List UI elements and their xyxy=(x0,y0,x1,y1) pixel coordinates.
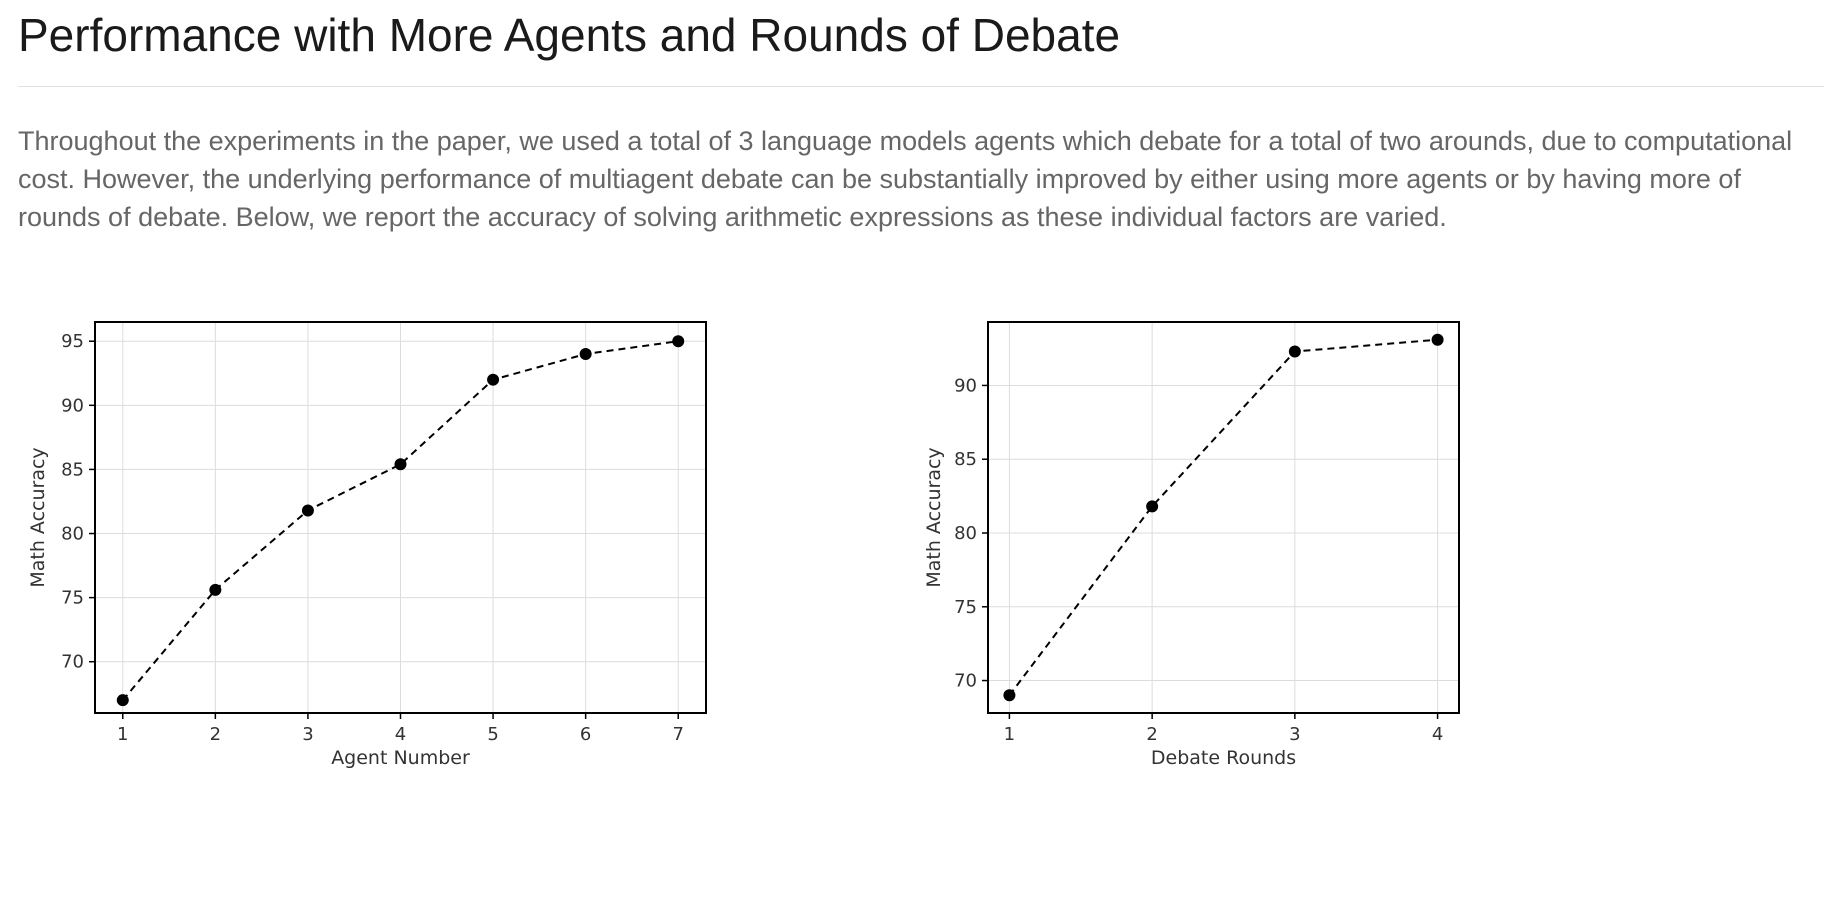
y-tick-label: 80 xyxy=(954,523,977,544)
data-point xyxy=(209,583,222,596)
x-tick-label: 1 xyxy=(1004,724,1015,745)
data-point xyxy=(116,694,129,707)
y-tick-label: 75 xyxy=(954,597,977,618)
y-tick-label: 85 xyxy=(61,459,84,480)
page-title: Performance with More Agents and Rounds … xyxy=(18,9,1121,61)
data-point xyxy=(672,335,685,348)
x-tick-label: 1 xyxy=(117,724,128,745)
title-divider xyxy=(18,86,1824,87)
y-axis-label: Math Accuracy xyxy=(27,447,49,587)
data-point xyxy=(301,504,314,517)
plot-frame xyxy=(987,321,1460,714)
data-point xyxy=(1431,333,1444,346)
y-tick-label: 70 xyxy=(954,671,977,692)
x-tick-label: 4 xyxy=(1432,724,1443,745)
x-tick-label: 2 xyxy=(210,724,221,745)
y-tick-label: 90 xyxy=(954,375,977,396)
data-point xyxy=(487,373,500,386)
chart-agents: 1234567707580859095Math Accuracy vs Numb… xyxy=(27,321,707,769)
intro-paragraph: Throughout the experiments in the paper,… xyxy=(18,126,1793,232)
chart-rounds: 12347075808590Math Accuracy vs Debate Ro… xyxy=(923,321,1460,769)
x-axis-label: Debate Rounds xyxy=(1151,747,1296,769)
x-tick-label: 7 xyxy=(673,724,684,745)
x-tick-label: 5 xyxy=(487,724,498,745)
y-tick-label: 95 xyxy=(61,331,84,352)
data-point xyxy=(394,458,407,471)
data-point xyxy=(1146,500,1159,513)
y-tick-label: 85 xyxy=(954,449,977,470)
y-tick-label: 80 xyxy=(61,524,84,545)
x-axis-label: Agent Number xyxy=(331,747,470,769)
data-point xyxy=(579,348,592,361)
x-tick-label: 3 xyxy=(302,724,313,745)
y-tick-label: 70 xyxy=(61,652,84,673)
x-tick-label: 2 xyxy=(1146,724,1157,745)
y-tick-label: 90 xyxy=(61,395,84,416)
x-tick-label: 6 xyxy=(580,724,591,745)
y-tick-label: 75 xyxy=(61,588,84,609)
y-axis-label: Math Accuracy xyxy=(923,447,945,587)
x-tick-label: 3 xyxy=(1289,724,1300,745)
data-point xyxy=(1003,689,1016,702)
x-tick-label: 4 xyxy=(395,724,406,745)
series-line xyxy=(1008,338,1438,696)
data-point xyxy=(1288,345,1301,358)
